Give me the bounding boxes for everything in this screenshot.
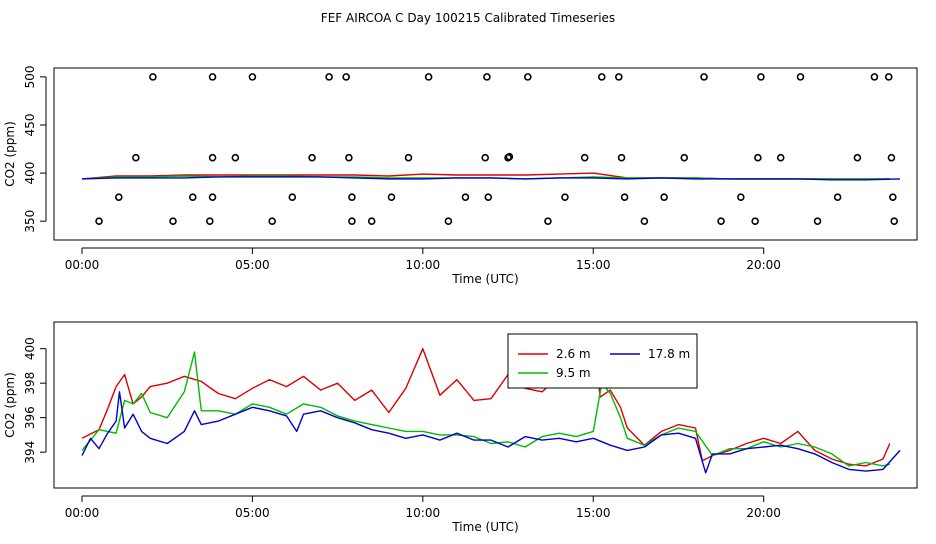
y-tick-label: 396	[23, 406, 37, 429]
data-point	[483, 73, 491, 81]
data-point	[680, 153, 689, 162]
data-point	[444, 217, 453, 225]
data-point	[754, 153, 762, 162]
data-point	[580, 153, 589, 162]
x-tick-label: 05:00	[235, 258, 270, 272]
x-tick-label: 00:00	[65, 506, 100, 520]
legend-entry: 9.5 m	[556, 366, 591, 380]
data-point	[424, 73, 433, 81]
legend-box	[507, 333, 698, 389]
legend-entry: 17.8 m	[648, 347, 690, 361]
data-point	[132, 153, 140, 162]
data-point	[208, 153, 217, 162]
chart-panel-2: 00:00 05:00 10:00 15:00 20:00 Time (UTC) 394 39…	[3, 321, 918, 534]
data-point	[887, 153, 896, 162]
data-point	[95, 217, 103, 225]
data-point	[853, 153, 862, 162]
data-point	[617, 153, 626, 162]
data-point	[404, 153, 413, 162]
data-point	[597, 73, 606, 81]
data-point	[615, 73, 623, 81]
data-point	[348, 217, 356, 225]
data-point	[188, 193, 197, 201]
data-point	[268, 217, 276, 225]
series-line-2	[81, 351, 890, 467]
x-tick-label: 05:00	[235, 506, 270, 520]
legend: 2.6 m 9.5 m 17.8 m	[507, 333, 698, 389]
data-point	[833, 193, 842, 201]
data-point	[561, 193, 569, 201]
data-point	[640, 217, 649, 225]
data-point	[115, 193, 123, 201]
data-point	[870, 73, 879, 81]
data-point	[890, 217, 899, 225]
data-point	[796, 73, 805, 81]
data-point	[751, 217, 759, 225]
data-point	[208, 73, 217, 81]
data-point	[231, 153, 240, 162]
y-tick-label: 350	[23, 210, 37, 233]
data-point	[169, 217, 177, 225]
data-point	[208, 193, 217, 201]
x-tick-label: 20:00	[746, 258, 781, 272]
y-tick-label: 398	[23, 372, 37, 395]
data-point	[813, 217, 822, 225]
data-point	[484, 193, 493, 201]
data-point	[348, 193, 356, 201]
legend-entry: 2.6 m	[556, 347, 591, 361]
x-tick-label: 15:00	[576, 258, 611, 272]
data-point	[884, 73, 893, 81]
x-tick-label: 10:00	[406, 506, 441, 520]
data-point	[206, 217, 214, 225]
data-point	[620, 193, 629, 201]
series-line-3	[81, 176, 901, 181]
data-point	[660, 193, 668, 201]
y-tick-label: 450	[23, 114, 37, 137]
data-point	[288, 193, 297, 201]
y-tick-label: 500	[23, 65, 37, 88]
data-point	[776, 153, 785, 162]
chart-panel-1: 00:00 05:00 10:00 15:00 20:00 Time (UTC) 350 40…	[3, 65, 918, 286]
data-point	[544, 217, 552, 225]
x-tick-label: 00:00	[65, 258, 100, 272]
data-point	[737, 193, 745, 201]
data-point	[481, 153, 490, 162]
data-point	[889, 193, 897, 201]
data-point	[717, 217, 725, 225]
data-point	[505, 152, 514, 161]
x-axis-label: Time (UTC)	[451, 272, 518, 286]
data-point	[461, 193, 470, 201]
series-line-3	[81, 391, 901, 474]
data-point	[149, 73, 157, 81]
data-point	[387, 193, 396, 201]
y-tick-label: 400	[23, 337, 37, 360]
x-axis-label: Time (UTC)	[451, 520, 518, 534]
y-tick-label: 394	[23, 441, 37, 464]
data-point	[248, 73, 257, 81]
data-point	[342, 73, 350, 81]
y-tick-label: 400	[23, 162, 37, 185]
data-point	[308, 153, 316, 162]
data-point	[757, 73, 765, 81]
y-axis-label: CO2 (ppm)	[3, 121, 17, 187]
x-tick-label: 10:00	[406, 258, 441, 272]
figure-title: FEF AIRCOA C Day 100215 Calibrated Times…	[321, 11, 615, 25]
data-point	[345, 153, 353, 162]
data-point	[367, 217, 376, 225]
plot-frame	[53, 321, 918, 489]
x-tick-label: 20:00	[746, 506, 781, 520]
data-point	[700, 73, 708, 81]
x-tick-label: 15:00	[576, 506, 611, 520]
y-axis-label: CO2 (ppm)	[3, 372, 17, 438]
data-point	[524, 73, 532, 81]
plot-frame	[53, 67, 918, 241]
data-point	[325, 73, 333, 81]
